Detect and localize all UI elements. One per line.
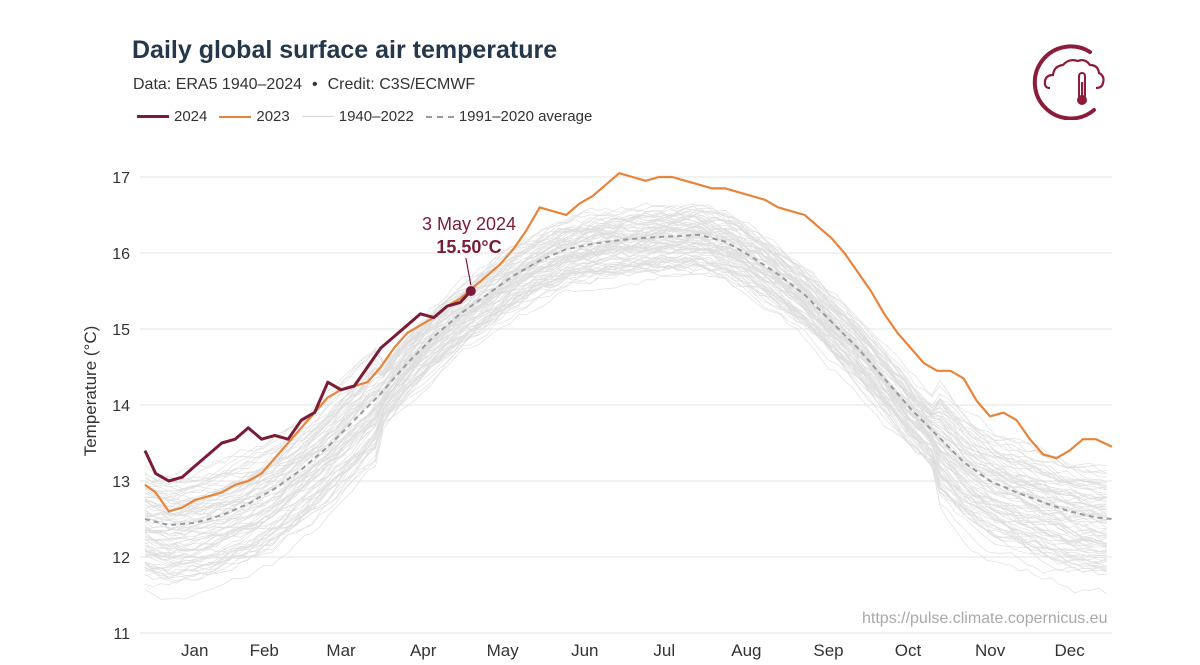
historical-year-line xyxy=(144,241,1107,550)
x-tick-label: Feb xyxy=(250,641,279,660)
y-tick-label: 17 xyxy=(112,170,130,187)
chart-title: Daily global surface air temperature xyxy=(132,36,558,64)
annotation-value: 15.50°C xyxy=(436,237,501,257)
x-tick-label: Oct xyxy=(895,641,922,660)
legend-item-average[interactable]: 1991–2020 average xyxy=(425,108,593,125)
annotation-leader-line xyxy=(465,257,472,286)
historical-year-line xyxy=(144,261,1107,575)
y-tick-label: 15 xyxy=(112,322,130,339)
x-tick-label: Jul xyxy=(653,641,675,660)
x-tick-label: Nov xyxy=(975,641,1006,660)
legend-label-historical: 1940–2022 xyxy=(338,108,414,125)
historical-year-line xyxy=(144,242,1107,552)
x-tick-label: May xyxy=(487,641,520,660)
legend-item-historical[interactable]: 1940–2022 xyxy=(301,108,414,125)
average-1991-2020-line xyxy=(144,233,1113,527)
legend-item-2023[interactable]: 2023 xyxy=(219,108,290,125)
historical-year-line xyxy=(144,233,1107,537)
y-axis-label: Temperature (°C) xyxy=(81,326,100,457)
x-tick-label: Jan xyxy=(181,641,208,660)
historical-year-line xyxy=(144,225,1107,517)
historical-year-line xyxy=(144,236,1107,540)
data-source-label: Data: ERA5 1940–2024 xyxy=(133,76,303,93)
annotation: 3 May 2024 15.50°C xyxy=(422,214,516,296)
historical-year-line xyxy=(144,222,1107,516)
series-lines xyxy=(143,172,1113,527)
x-tick-label: Jun xyxy=(571,641,598,660)
y-tick-label: 11 xyxy=(113,626,130,643)
historical-year-line xyxy=(144,242,1107,557)
historical-year-line xyxy=(144,263,1107,581)
historical-year-line xyxy=(144,235,1107,537)
historical-year-line xyxy=(144,205,1107,500)
historical-year-line xyxy=(144,256,1107,577)
historical-year-line xyxy=(144,263,1107,584)
historical-year-line xyxy=(144,203,1107,484)
legend-label-average: 1991–2020 average xyxy=(458,108,593,125)
historical-year-line xyxy=(144,210,1107,492)
cloud-thermometer-icon[interactable] xyxy=(1032,40,1110,120)
y-tick-label: 12 xyxy=(112,550,130,567)
annotation-point xyxy=(465,286,476,296)
chart-legend: 2024 2023 1940–2022 1991–2020 average xyxy=(137,108,604,125)
legend-swatch-2023 xyxy=(219,115,252,118)
x-tick-label: Dec xyxy=(1054,641,1085,660)
historical-year-line xyxy=(144,259,1107,566)
historical-year-line xyxy=(144,253,1107,566)
historical-year-line xyxy=(144,248,1107,568)
historical-year-line xyxy=(144,214,1107,504)
chart-subtitle: Data: ERA5 1940–2024 • Credit: C3S/ECMWF xyxy=(133,76,475,94)
historical-year-line xyxy=(144,256,1107,582)
legend-swatch-2024 xyxy=(137,115,169,118)
historical-year-line xyxy=(144,272,1107,600)
historical-year-line xyxy=(144,242,1107,556)
series-2024-line xyxy=(143,289,472,483)
x-tick-label: Aug xyxy=(731,641,761,660)
historical-year-line xyxy=(144,217,1107,511)
x-tick-label: Sep xyxy=(813,641,843,660)
axes: 11 12 13 14 15 16 17 Temperature (°C) Jan Feb Mar A… xyxy=(81,170,1085,660)
series-2023-line xyxy=(144,172,1113,513)
historical-year-line xyxy=(144,264,1107,587)
credit-label: Credit: C3S/ECMWF xyxy=(327,76,476,93)
historical-year-line xyxy=(144,207,1107,483)
y-tick-label: 13 xyxy=(112,474,130,491)
historical-year-line xyxy=(144,231,1107,518)
historical-year-line xyxy=(144,208,1107,485)
x-tick-label: Apr xyxy=(410,641,437,660)
legend-swatch-historical xyxy=(301,116,334,117)
historical-lines-1940-2022 xyxy=(144,202,1107,600)
historical-year-line xyxy=(144,254,1107,558)
separator-dot: • xyxy=(312,76,318,93)
historical-year-line xyxy=(144,248,1107,559)
legend-item-2024[interactable]: 2024 xyxy=(137,108,207,125)
annotation-date: 3 May 2024 xyxy=(422,214,516,234)
x-tick-label: Mar xyxy=(326,641,356,660)
legend-label-2023: 2023 xyxy=(256,108,290,125)
legend-label-2024: 2024 xyxy=(174,108,208,125)
historical-year-line xyxy=(144,222,1107,511)
y-tick-label: 14 xyxy=(112,398,130,415)
historical-year-line xyxy=(144,268,1107,579)
y-tick-label: 16 xyxy=(112,246,130,263)
historical-year-line xyxy=(144,236,1107,534)
source-url[interactable]: https://pulse.climate.copernicus.eu xyxy=(862,610,1108,627)
historical-year-line xyxy=(144,226,1107,515)
historical-year-line xyxy=(144,242,1107,546)
legend-swatch-average xyxy=(425,115,454,118)
